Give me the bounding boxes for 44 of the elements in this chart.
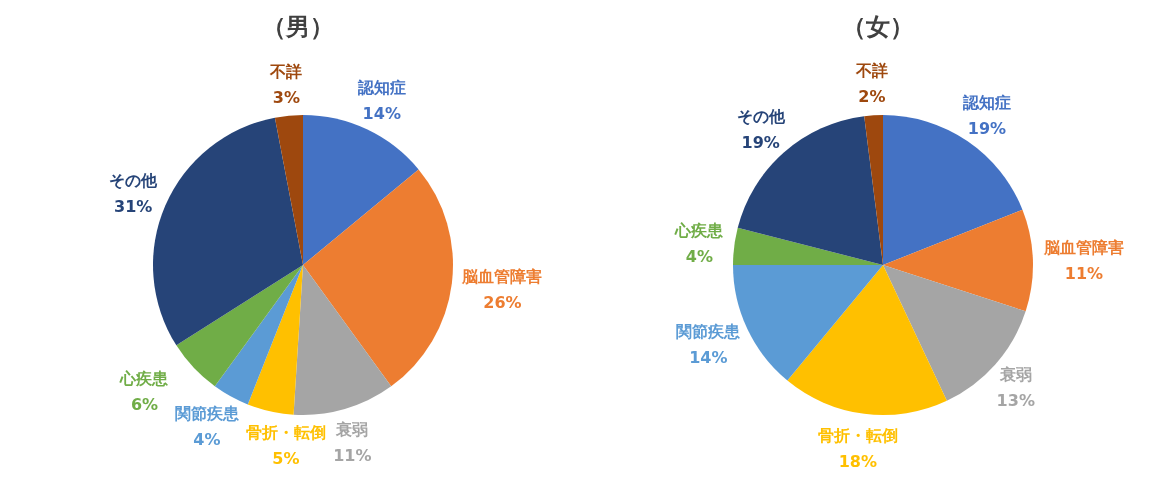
slice-label: 衰弱 — [335, 419, 369, 439]
pie-slice — [214, 265, 303, 405]
data-label: 11% — [1064, 264, 1104, 284]
slice-label: 心疾患 — [119, 369, 170, 389]
data-label: 13% — [996, 391, 1035, 411]
data-label: 6% — [130, 395, 159, 415]
slice-label: 認知症 — [961, 92, 1011, 112]
data-label: 18% — [838, 451, 877, 471]
slice-label: 不詳 — [854, 61, 888, 81]
slice-label: 認知症 — [356, 78, 406, 98]
data-label: 3% — [272, 87, 300, 107]
pie-slice — [787, 265, 947, 415]
slice-label: 衰弱 — [998, 365, 1032, 385]
data-label: 11% — [333, 445, 372, 465]
data-label: 19% — [741, 132, 780, 152]
data-label: 31% — [114, 197, 153, 217]
chart-title: （男） — [262, 12, 334, 43]
pie-slice — [274, 115, 303, 265]
slice-label: その他 — [736, 106, 786, 126]
chart-title: （女） — [842, 12, 914, 43]
data-label: 26% — [483, 292, 522, 312]
data-label: 5% — [272, 448, 300, 468]
slice-label: 心疾患 — [674, 221, 725, 241]
data-label: 2% — [858, 87, 886, 107]
slice-label: 脳血管障害 — [461, 266, 543, 286]
slice-label: 関節疾患 — [174, 404, 240, 424]
data-label: 19% — [967, 118, 1007, 138]
slice-label: 脳血管障害 — [1042, 238, 1124, 258]
pie-slice — [247, 265, 303, 415]
data-label: 14% — [689, 347, 728, 367]
data-label: 14% — [362, 104, 401, 124]
pie-slice — [293, 265, 392, 415]
pie-slice — [303, 169, 453, 387]
slice-label: 骨折・転倒 — [817, 425, 898, 445]
slice-label: 不詳 — [269, 61, 303, 81]
pie-slice — [883, 115, 1023, 265]
data-label: 4% — [685, 247, 714, 267]
slice-label: その他 — [109, 171, 159, 191]
pie-slice — [176, 265, 303, 387]
pie-slice — [733, 227, 883, 265]
slice-label: 骨折・転倒 — [245, 422, 326, 442]
pie-slice — [883, 209, 1033, 312]
slice-label: 関節疾患 — [676, 321, 742, 341]
data-label: 4% — [193, 430, 221, 450]
